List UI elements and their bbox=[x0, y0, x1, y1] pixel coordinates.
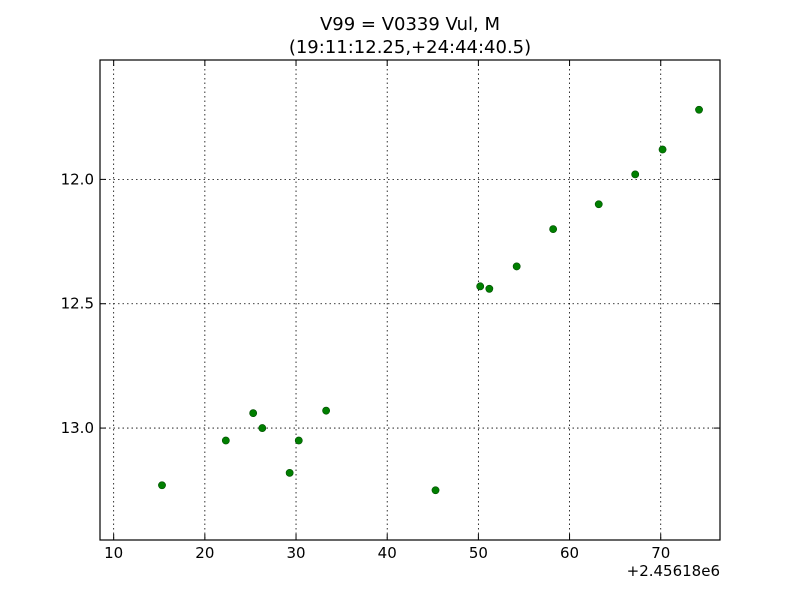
grid-layer bbox=[100, 60, 720, 540]
x-tick-label: 20 bbox=[195, 544, 214, 562]
data-point bbox=[221, 436, 230, 445]
data-point bbox=[322, 406, 331, 415]
x-axis-offset-label: +2.45618e6 bbox=[627, 562, 720, 580]
data-point bbox=[549, 225, 558, 234]
data-point bbox=[485, 284, 494, 293]
x-tick-label: 10 bbox=[104, 544, 123, 562]
plot-frame bbox=[99, 59, 721, 541]
chart-title-line2: (19:11:12.25,+24:44:40.5) bbox=[289, 37, 531, 58]
y-tick-label: 13.0 bbox=[61, 419, 94, 437]
x-tick-label: 40 bbox=[378, 544, 397, 562]
data-point bbox=[294, 436, 303, 445]
data-point bbox=[258, 424, 267, 432]
x-tick-label: 60 bbox=[560, 544, 579, 562]
x-tick-label: 50 bbox=[469, 544, 488, 562]
data-point bbox=[658, 145, 667, 154]
data-point bbox=[285, 468, 294, 477]
data-point bbox=[631, 170, 640, 179]
data-points bbox=[158, 105, 703, 495]
data-point bbox=[512, 262, 521, 271]
x-tick-label: 70 bbox=[651, 544, 670, 562]
y-tick-label: 12.5 bbox=[61, 295, 94, 313]
data-point bbox=[249, 409, 258, 418]
x-tick-label: 30 bbox=[286, 544, 305, 562]
data-point bbox=[158, 481, 166, 490]
data-point bbox=[476, 282, 485, 291]
data-point bbox=[695, 105, 703, 114]
y-tick-label: 12.0 bbox=[61, 170, 94, 188]
data-point bbox=[594, 200, 603, 209]
data-point bbox=[431, 486, 440, 495]
tick-layer: 10 20 30 40 50 60 70 12.0 12.5 13.0 bbox=[61, 60, 720, 562]
chart-title-line1: V99 = V0339 Vul, M bbox=[320, 14, 500, 35]
